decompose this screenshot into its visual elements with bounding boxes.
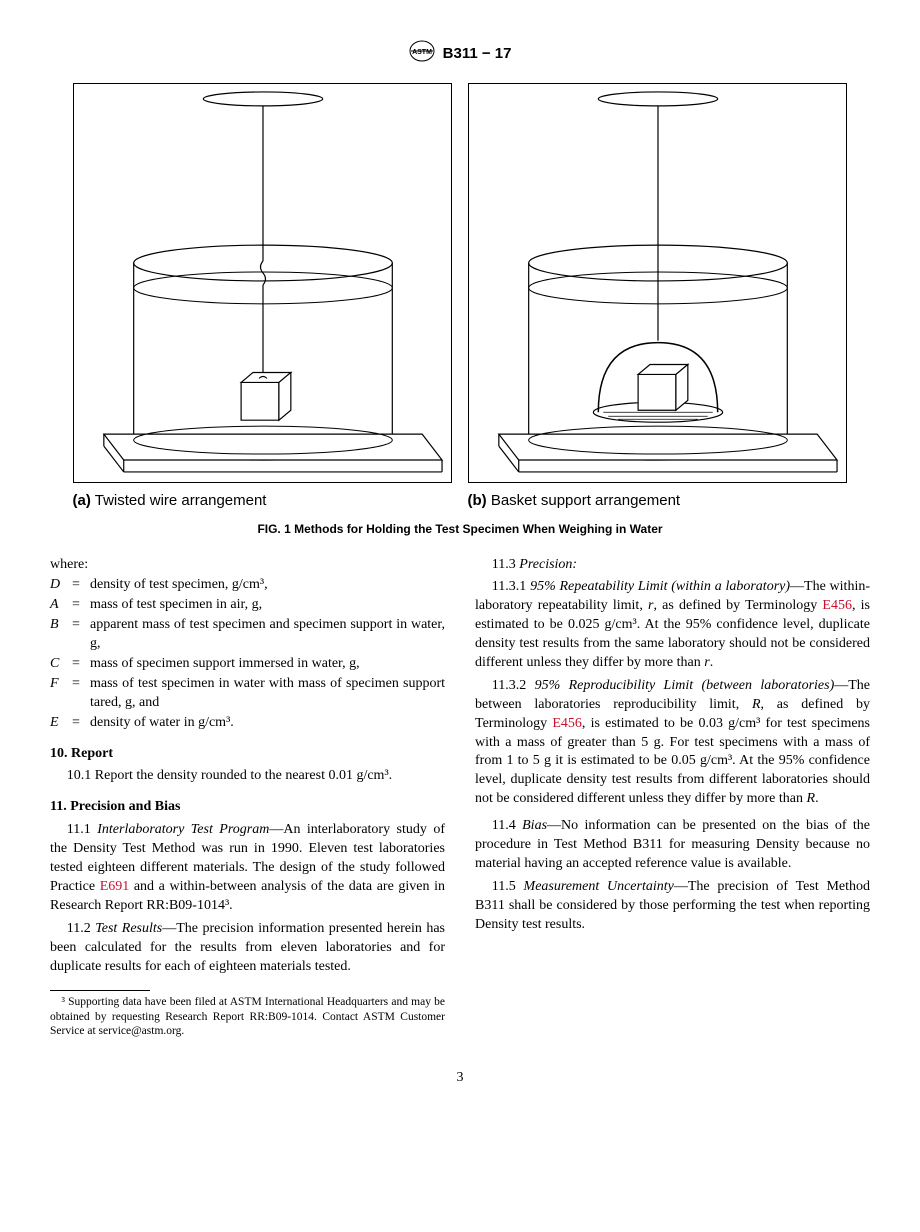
footnote-3: ³ Supporting data have been filed at AST… xyxy=(50,995,445,1038)
def-text: mass of test specimen in water with mass… xyxy=(90,675,445,713)
figure-panel-a: (a) Twisted wire arrangement xyxy=(73,83,453,511)
def-equals: = xyxy=(72,616,90,654)
section-11-heading: 11. Precision and Bias xyxy=(50,798,445,817)
right-column: 11.3 Precision: 11.3.1 95% Repeatability… xyxy=(475,556,870,1039)
link-e456-1[interactable]: E456 xyxy=(822,598,852,613)
para-11-3: 11.3 Precision: xyxy=(475,556,870,575)
page-number: 3 xyxy=(50,1069,870,1088)
def-symbol: B xyxy=(50,616,72,654)
figure-caption: FIG. 1 Methods for Holding the Test Spec… xyxy=(50,521,870,537)
definition-row: E=density of water in g/cm³. xyxy=(50,714,445,733)
def-equals: = xyxy=(72,576,90,595)
para-11-4: 11.4 Bias—No information can be presente… xyxy=(475,817,870,874)
def-text: apparent mass of test specimen and speci… xyxy=(90,616,445,654)
basket-support-diagram xyxy=(468,83,848,483)
para-11-1: 11.1 Interlaboratory Test Program—An int… xyxy=(50,821,445,915)
twisted-wire-diagram xyxy=(73,83,453,483)
def-symbol: E xyxy=(50,714,72,733)
link-e456-2[interactable]: E456 xyxy=(552,716,582,731)
def-symbol: F xyxy=(50,675,72,713)
definition-row: F=mass of test specimen in water with ma… xyxy=(50,675,445,713)
definition-row: C=mass of specimen support immersed in w… xyxy=(50,655,445,674)
where-label: where: xyxy=(50,556,445,575)
footnote-separator xyxy=(50,990,150,991)
def-equals: = xyxy=(72,714,90,733)
para-10-1: 10.1 Report the density rounded to the n… xyxy=(50,767,445,786)
section-10-heading: 10. Report xyxy=(50,745,445,764)
page-header: ASTM B311 − 17 xyxy=(50,40,870,68)
definition-row: A=mass of test specimen in air, g, xyxy=(50,596,445,615)
figure-1: (a) Twisted wire arrangement xyxy=(50,83,870,511)
para-11-5: 11.5 Measurement Uncertainty—The precisi… xyxy=(475,878,870,935)
def-text: density of water in g/cm³. xyxy=(90,714,445,733)
panel-caption-b: (b) Basket support arrangement xyxy=(468,491,688,511)
definition-row: D=density of test specimen, g/cm³, xyxy=(50,576,445,595)
panel-caption-a: (a) Twisted wire arrangement xyxy=(73,491,453,511)
def-text: density of test specimen, g/cm³, xyxy=(90,576,445,595)
def-equals: = xyxy=(72,596,90,615)
def-equals: = xyxy=(72,655,90,674)
designation: B311 − 17 xyxy=(443,45,512,62)
para-11-2: 11.2 Test Results—The precision informat… xyxy=(50,920,445,977)
def-symbol: A xyxy=(50,596,72,615)
def-text: mass of test specimen in air, g, xyxy=(90,596,445,615)
definition-row: B=apparent mass of test specimen and spe… xyxy=(50,616,445,654)
def-equals: = xyxy=(72,675,90,713)
astm-logo: ASTM xyxy=(409,40,435,68)
para-11-3-2: 11.3.2 95% Reproducibility Limit (betwee… xyxy=(475,677,870,809)
para-11-3-1: 11.3.1 95% Repeatability Limit (within a… xyxy=(475,578,870,672)
def-symbol: C xyxy=(50,655,72,674)
figure-panel-b: (b) Basket support arrangement xyxy=(468,83,848,511)
left-column: where: D=density of test specimen, g/cm³… xyxy=(50,556,445,1039)
def-text: mass of specimen support immersed in wat… xyxy=(90,655,445,674)
svg-text:ASTM: ASTM xyxy=(412,49,432,56)
link-e691[interactable]: E691 xyxy=(100,879,130,894)
def-symbol: D xyxy=(50,576,72,595)
